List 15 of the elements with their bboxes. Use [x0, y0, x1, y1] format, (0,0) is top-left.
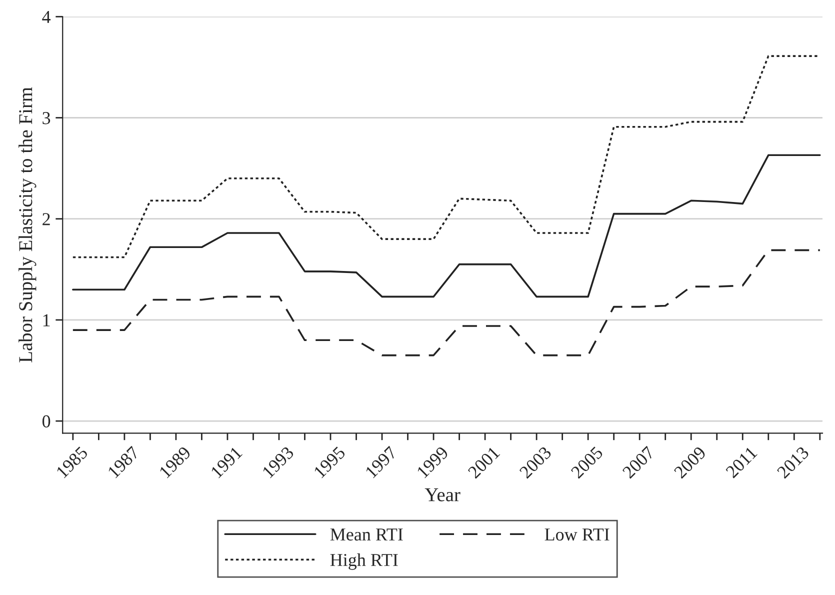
line-series — [72, 249, 821, 356]
x-tick-label: 2011 — [725, 446, 758, 478]
x-axis-title: Year — [424, 488, 460, 502]
y-tick-label: 1 — [43, 314, 50, 326]
x-tick-label: 1991 — [210, 446, 243, 478]
y-tick-label: 2 — [42, 213, 50, 226]
legend-label: Mean RTI — [330, 528, 403, 541]
y-tick-label: 0 — [42, 415, 50, 428]
legend-label: High RTI — [330, 553, 398, 570]
y-axis-title: Labor Supply Elasticity to the Firm — [18, 87, 36, 362]
text: Low RTI — [544, 528, 610, 541]
line-series — [72, 154, 821, 298]
x-tick-label: 1999 — [416, 446, 449, 478]
y-tick-label: 4 — [42, 11, 51, 23]
y-tick-label: 3 — [42, 112, 50, 124]
